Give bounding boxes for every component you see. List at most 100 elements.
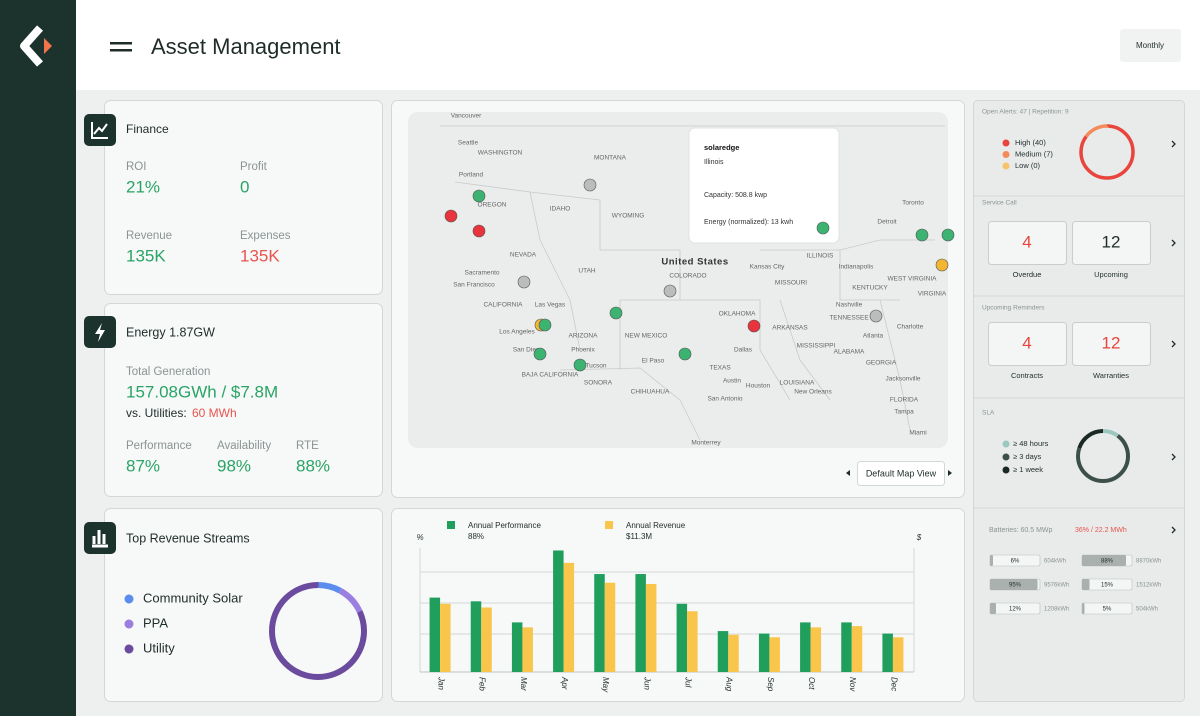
- map-label: COLORADO: [669, 273, 706, 280]
- menu-line: [110, 42, 132, 45]
- map-label: Nashville: [836, 302, 863, 309]
- count-value: 12: [1102, 232, 1121, 251]
- battery-fill: [1082, 603, 1085, 614]
- map[interactable]: [408, 112, 948, 448]
- legend-label: High (40): [1015, 138, 1046, 147]
- tooltip-energy: Energy (normalized): 13 kwh: [704, 219, 793, 226]
- site-marker[interactable]: [678, 347, 692, 361]
- site-marker[interactable]: [573, 358, 587, 372]
- site-marker[interactable]: [609, 306, 623, 320]
- count-box[interactable]: [988, 322, 1067, 366]
- prev-arrow[interactable]: [846, 470, 850, 476]
- icon-glyph: [92, 530, 108, 548]
- bar: [882, 633, 893, 672]
- section-title: SLA: [982, 410, 995, 417]
- legend-label: Medium (7): [1015, 149, 1053, 158]
- legend-dot: [1002, 453, 1010, 461]
- site-marker[interactable]: [816, 221, 830, 235]
- metric-value: 98%: [217, 456, 251, 475]
- map-label: Houston: [746, 383, 771, 390]
- expand-arrow[interactable]: [1171, 453, 1176, 461]
- period-button[interactable]: [1120, 29, 1181, 62]
- map-button[interactable]: [857, 461, 945, 486]
- site-marker[interactable]: [941, 228, 955, 242]
- expand-arrow[interactable]: [1171, 340, 1176, 348]
- count-box[interactable]: [988, 221, 1067, 265]
- revenue-card: [104, 508, 383, 702]
- card-title: Top Revenue Streams: [126, 531, 250, 545]
- bar: [800, 622, 811, 672]
- map-label: OKLAHOMA: [719, 311, 757, 318]
- count-value: 4: [1022, 232, 1031, 251]
- menu-button[interactable]: [110, 42, 132, 52]
- bar: [645, 583, 657, 672]
- x-tick-label: May: [601, 677, 610, 693]
- x-tick-label: Aug: [725, 676, 734, 692]
- comparison-value: 60 MWh: [192, 406, 237, 420]
- legend-swatch: [605, 521, 613, 529]
- metric-value: 0: [240, 177, 249, 196]
- site-marker[interactable]: [472, 189, 486, 203]
- site-marker[interactable]: [869, 309, 883, 323]
- battery-fill: [990, 579, 1038, 590]
- legend-dot: [1002, 440, 1010, 448]
- battery-fill: [1082, 579, 1090, 590]
- expand-arrow[interactable]: [1171, 526, 1176, 534]
- tooltip-brand: solaredge: [704, 143, 739, 152]
- battery-energy: 604kWh: [1044, 559, 1066, 565]
- battery-percent: 12%: [1009, 607, 1022, 613]
- donut-segment: [1079, 124, 1135, 180]
- energy-icon: [84, 316, 116, 348]
- count-box[interactable]: [1072, 221, 1151, 265]
- site-marker[interactable]: [583, 178, 597, 192]
- bar: [687, 611, 698, 672]
- site-marker[interactable]: [444, 209, 458, 223]
- icon-glyph: [95, 323, 105, 342]
- battery-fill: [990, 555, 993, 566]
- site-marker[interactable]: [935, 258, 949, 272]
- site-marker[interactable]: [747, 319, 761, 333]
- map-label: CHIHUAHUA: [631, 389, 670, 396]
- border: [760, 239, 935, 431]
- count-box[interactable]: [1072, 322, 1151, 366]
- site-marker[interactable]: [472, 224, 486, 238]
- site-marker[interactable]: [915, 228, 929, 242]
- icon-glyph: [91, 122, 108, 139]
- bar: [758, 633, 770, 672]
- next-arrow[interactable]: [948, 470, 952, 476]
- bar: [851, 626, 863, 672]
- map-label: Tampa: [894, 409, 914, 416]
- metric-value: 157.08GWh / $7.8M: [126, 382, 278, 401]
- metric-label: RTE: [296, 440, 319, 452]
- map-label: TEXAS: [709, 365, 731, 372]
- logo-chevron: [20, 25, 43, 67]
- site-marker[interactable]: [538, 318, 552, 332]
- expand-arrow[interactable]: [1171, 239, 1176, 247]
- expand-arrow[interactable]: [1171, 140, 1176, 148]
- map-label: Portland: [459, 172, 484, 179]
- count-value: 4: [1022, 333, 1031, 352]
- count-label: Contracts: [1011, 371, 1043, 380]
- map-label: ARKANSAS: [772, 325, 808, 332]
- site-marker[interactable]: [517, 275, 531, 289]
- map-button-label: Default Map View: [866, 468, 937, 478]
- sidebar: [0, 0, 76, 716]
- map-label: Dallas: [734, 347, 753, 354]
- section-title: Service Call: [982, 200, 1017, 207]
- map-label: UTAH: [578, 268, 596, 275]
- logo[interactable]: [20, 25, 52, 67]
- map-view-control[interactable]: [846, 461, 952, 486]
- metric-label: Total Generation: [126, 366, 210, 378]
- metric-label: Expenses: [240, 230, 291, 242]
- map-label: NEVADA: [510, 252, 537, 259]
- section-summary: 36% / 22.2 MWh: [1075, 527, 1127, 534]
- bar: [594, 574, 605, 672]
- legend-label: Utility: [143, 640, 175, 655]
- panel-dividers: [974, 195, 1184, 509]
- legend-dot: [1002, 151, 1010, 158]
- count-label: Warranties: [1093, 371, 1129, 380]
- site-marker[interactable]: [533, 347, 547, 361]
- site-marker[interactable]: [663, 284, 677, 298]
- x-tick-label: Apr: [560, 676, 569, 690]
- bar: [676, 603, 688, 672]
